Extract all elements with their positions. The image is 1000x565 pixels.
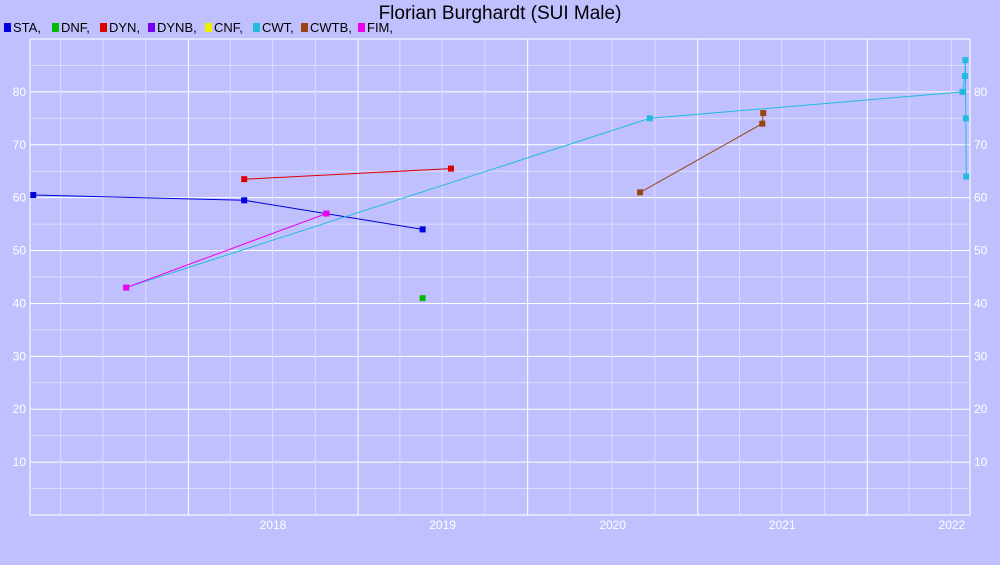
legend-swatch [301,23,308,32]
legend-label: DYNB, [157,20,197,35]
legend: STA, DNF, DYN, DYNB, CNF, CWT, CWTB, FIM, [4,20,393,35]
series-dnf [419,295,426,302]
series-cwt [123,57,970,291]
data-point [447,165,454,172]
y-tick-label-left: 40 [13,296,27,310]
chart-title: Florian Burghardt (SUI Male) [379,3,622,24]
y-tick-label-right: 50 [974,244,988,258]
y-tick-label-right: 40 [974,296,988,310]
data-point [419,295,426,302]
legend-item-dnf: DNF, [52,20,90,35]
legend-item-fim: FIM, [358,20,393,35]
data-point [646,115,653,122]
legend-swatch [52,23,59,32]
y-tick-label-left: 70 [13,138,27,152]
legend-item-sta: STA, [4,20,41,35]
data-point [323,210,330,217]
data-point [961,73,968,80]
data-point [123,284,130,291]
y-tick-label-left: 10 [13,455,27,469]
series-layer [30,57,970,302]
data-point [241,176,248,183]
data-point [637,189,644,196]
legend-swatch [205,23,212,32]
x-tick-label: 2022 [939,518,966,532]
y-tick-label-right: 10 [974,455,988,469]
legend-label: FIM, [367,20,393,35]
legend-label: CWTB, [310,20,352,35]
y-tick-label-left: 80 [13,85,27,99]
x-tick-label: 2021 [769,518,796,532]
y-tick-label-right: 80 [974,85,988,99]
legend-item-cwtb: CWTB, [301,20,352,35]
y-tick-label-right: 60 [974,191,988,205]
data-point [241,197,248,204]
data-point [963,173,970,180]
data-point [760,110,767,117]
y-tick-label-left: 30 [13,349,27,363]
legend-label: STA, [13,20,41,35]
legend-swatch [253,23,260,32]
legend-swatch [358,23,365,32]
data-point [30,192,37,199]
y-tick-label-right: 30 [974,349,988,363]
data-point [759,120,766,127]
series-cwtb [637,110,767,196]
legend-item-cnf: CNF, [205,20,243,35]
legend-label: DNF, [61,20,90,35]
legend-item-dynb: DYNB, [148,20,197,35]
legend-label: CNF, [214,20,243,35]
x-tick-label: 2020 [599,518,626,532]
y-tick-label-left: 20 [13,402,27,416]
series-line [244,168,452,180]
x-tick-label: 2019 [429,518,456,532]
legend-label: CWT, [262,20,294,35]
y-tick-label-left: 50 [13,244,27,258]
series-line [126,213,327,289]
y-tick-label-left: 60 [13,191,27,205]
data-point [962,57,969,64]
y-tick-label-right: 20 [974,402,988,416]
legend-item-cwt: CWT, [253,20,294,35]
legend-item-dyn: DYN, [100,20,140,35]
legend-swatch [4,23,11,32]
legend-swatch [100,23,107,32]
series-fim [123,210,330,291]
legend-label: DYN, [109,20,140,35]
x-tick-label: 2018 [260,518,287,532]
data-point [959,88,966,95]
grid [29,38,971,516]
series-sta [30,192,426,233]
series-dyn [241,165,454,183]
legend-swatch [148,23,155,32]
y-tick-label-right: 70 [974,138,988,152]
data-point [962,115,969,122]
data-point [419,226,426,233]
